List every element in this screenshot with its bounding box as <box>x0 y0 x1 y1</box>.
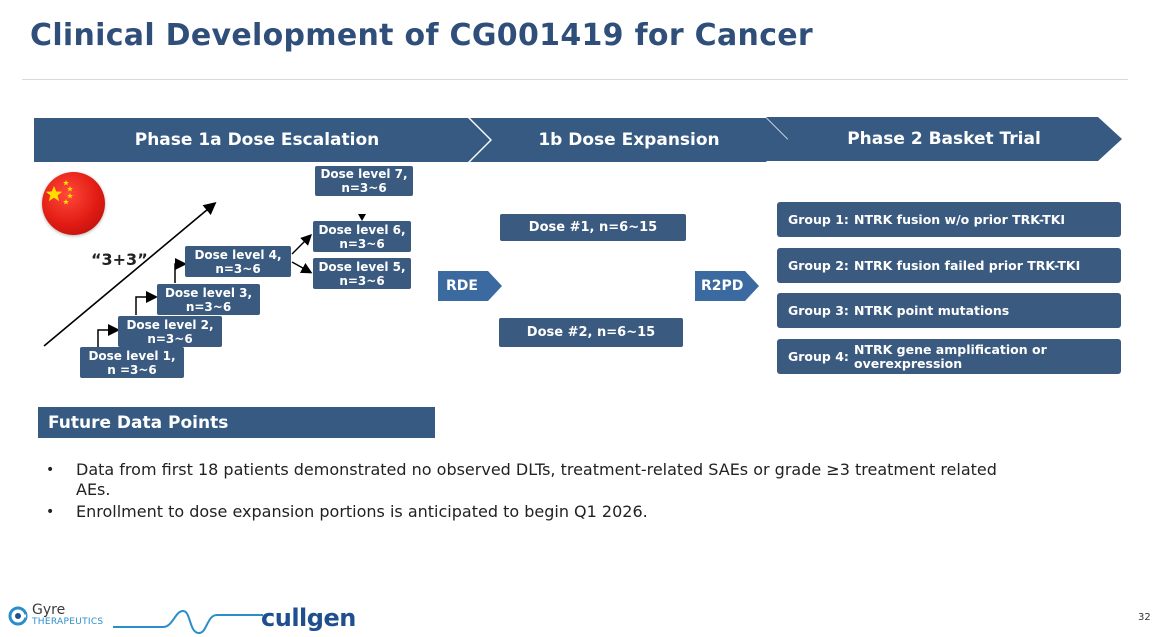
future-data-list: Data from first 18 patients demonstrated… <box>46 460 1026 524</box>
arrow-7-to-6 <box>358 214 366 221</box>
basket-group-4: Group 4: NTRK gene amplification or over… <box>777 339 1121 374</box>
group-desc: NTRK fusion w/o prior TRK-TKI <box>854 211 1066 227</box>
step-arrow-1-2 <box>97 324 120 348</box>
step-arrow-2-3 <box>135 291 158 315</box>
title-divider <box>22 79 1128 80</box>
future-data-header: Future Data Points <box>38 407 435 438</box>
step-arrow-3-4 <box>174 258 187 283</box>
phase-2-banner: Phase 2 Basket Trial <box>766 117 1122 161</box>
dose-level-1: Dose level 1, n =3~6 <box>80 347 184 378</box>
dose-level-3: Dose level 3, n=3~6 <box>157 284 260 315</box>
branch-arrow-6 <box>291 234 312 255</box>
future-bullet-1: Data from first 18 patients demonstrated… <box>46 460 1026 500</box>
basket-group-3: Group 3: NTRK point mutations <box>777 293 1121 328</box>
group-name: Group 3: <box>788 302 849 318</box>
group-desc: NTRK gene amplification or overexpressio… <box>854 341 1047 371</box>
dose-level-6: Dose level 6, n=3~6 <box>313 221 411 252</box>
phase-1b-banner: 1b Dose Expansion <box>470 118 788 162</box>
r2pd-arrow: R2PD <box>695 271 759 301</box>
rde-arrow: RDE <box>438 271 502 301</box>
china-flag-icon <box>42 172 105 235</box>
expansion-dose-1: Dose #1, n=6~15 <box>500 214 686 241</box>
basket-group-2: Group 2: NTRK fusion failed prior TRK-TK… <box>777 248 1121 283</box>
group-name: Group 2: <box>788 257 849 273</box>
footer-wave-icon <box>113 609 263 635</box>
expansion-dose-2: Dose #2, n=6~15 <box>499 318 683 347</box>
group-desc: NTRK point mutations <box>854 302 1010 318</box>
gyre-swirl-icon <box>8 606 28 626</box>
branch-arrow-5 <box>291 261 313 274</box>
cullgen-logo: cullgen <box>261 604 356 632</box>
page-number: 32 <box>1138 612 1151 623</box>
gyre-name: Gyre <box>32 602 66 618</box>
group-name: Group 1: <box>788 211 849 227</box>
future-bullet-2: Enrollment to dose expansion portions is… <box>46 502 1026 522</box>
gyre-logo: Gyre THERAPEUTICS <box>8 602 104 628</box>
dose-level-7: Dose level 7, n=3~6 <box>315 166 413 196</box>
dose-level-2: Dose level 2, n=3~6 <box>118 316 222 347</box>
phase-1a-banner: Phase 1a Dose Escalation <box>34 118 490 162</box>
dose-level-5: Dose level 5, n=3~6 <box>313 258 411 289</box>
group-desc: NTRK fusion failed prior TRK-TKI <box>854 257 1081 273</box>
page-title: Clinical Development of CG001419 for Can… <box>30 18 814 53</box>
dose-level-4: Dose level 4, n=3~6 <box>185 246 291 277</box>
gyre-sub: THERAPEUTICS <box>32 617 104 627</box>
group-name: Group 4: <box>788 348 849 364</box>
three-plus-three-label: “3+3” <box>91 250 148 269</box>
basket-group-1: Group 1: NTRK fusion w/o prior TRK-TKI <box>777 202 1121 237</box>
